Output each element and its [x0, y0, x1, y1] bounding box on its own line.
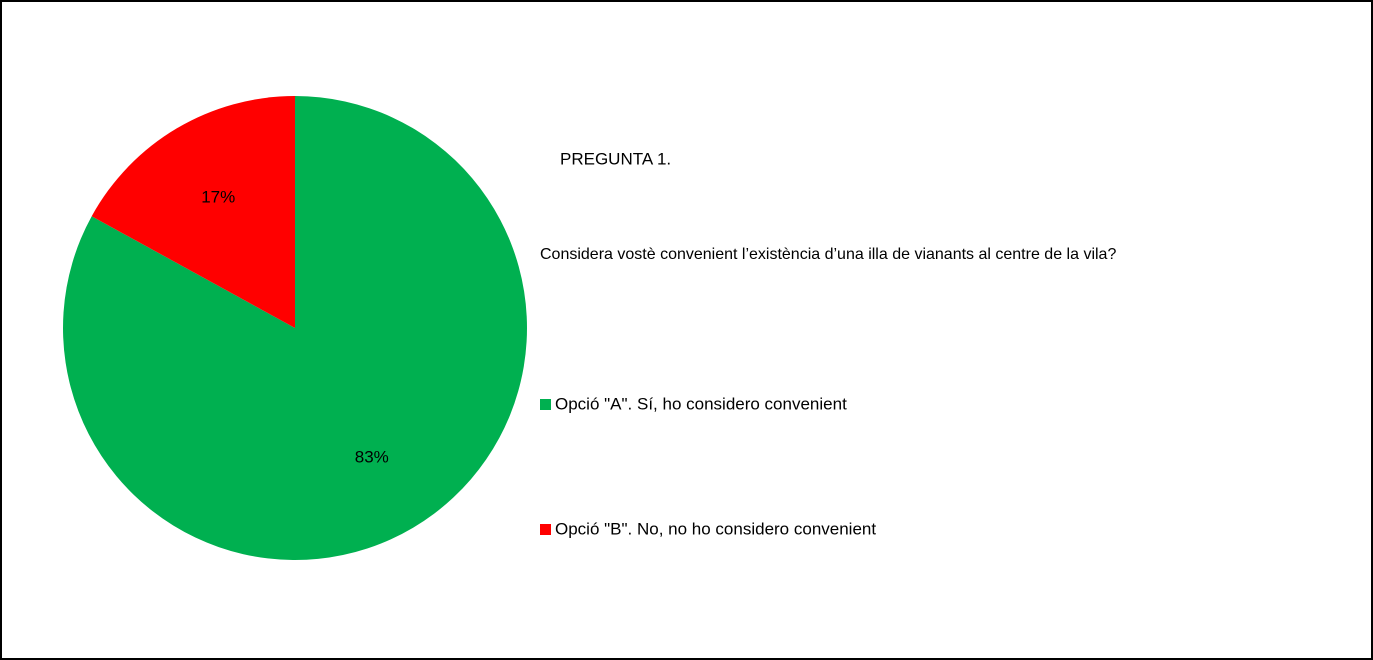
chart-subtitle: Considera vostè convenient l’existència …	[540, 246, 1116, 263]
pie-slice	[91, 96, 295, 328]
data-label: 83%	[355, 447, 389, 466]
legend-swatch	[540, 399, 551, 410]
legend-label: Opció "B". No, no ho considero convenien…	[555, 519, 876, 538]
legend-label: Opció "A". Sí, ho considero convenient	[555, 394, 847, 413]
legend-swatch	[540, 524, 551, 535]
data-label: 17%	[201, 188, 235, 207]
chart-title: PREGUNTA 1.	[560, 149, 671, 168]
